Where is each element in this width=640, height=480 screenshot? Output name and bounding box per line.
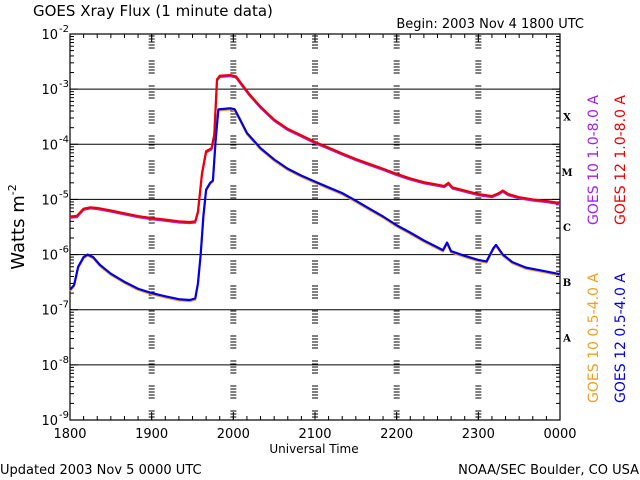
y-tick-label-sup: -5 <box>59 189 69 200</box>
y-axis-label: Watts m-2 <box>6 184 29 269</box>
legend-entry: GOES 10 0.5-4.0 A <box>586 273 602 403</box>
y-tick-label-sup: -4 <box>59 134 69 145</box>
x-tick-labels: 1800 1900 2000 2100 2200 2300 0000 <box>53 427 576 442</box>
flare-class-label: A <box>562 333 571 344</box>
flare-class-labels: A B C M X <box>561 113 572 345</box>
y-tick-label: 10 <box>41 28 58 43</box>
y-tick-label-base: 10 <box>41 414 58 429</box>
x-tick-label: 1900 <box>135 427 168 442</box>
y-tick-label: 10 <box>41 304 58 319</box>
series-lines <box>69 73 561 303</box>
begin-time: Begin: 2003 Nov 4 1800 UTC <box>396 17 584 32</box>
flare-class-label: X <box>563 113 571 124</box>
y-tick-label-base: 10 <box>41 28 58 43</box>
legend-entry: GOES 10 1.0-8.0 A <box>586 95 602 225</box>
y-tick-label-sup: -8 <box>59 355 69 366</box>
legend-entry: GOES 12 1.0-8.0 A <box>613 95 629 225</box>
y-tick-label-sup: -2 <box>59 24 69 35</box>
x-tick-label: 2000 <box>217 427 250 442</box>
x-tick-label: 1800 <box>53 427 86 442</box>
y-tick-label-base: 10 <box>41 193 58 208</box>
x-tick-label: 0000 <box>543 427 576 442</box>
y-tick-label: 10 <box>41 193 58 208</box>
series-line <box>69 73 561 224</box>
credit: NOAA/SEC Boulder, CO USA <box>458 463 639 478</box>
y-tick-label-sup: -6 <box>59 245 69 256</box>
flare-class-label: M <box>561 168 572 179</box>
legend: GOES 10 1.0-8.0 A GOES 12 1.0-8.0 A GOES 1… <box>586 95 629 403</box>
y-tick-label-base: 10 <box>41 138 58 153</box>
series-line-goes10 <box>69 108 561 303</box>
x-tick-label: 2100 <box>298 427 331 442</box>
updated-time: Updated 2003 Nov 5 0000 UTC <box>0 463 202 478</box>
y-tick-label: 10 <box>41 414 58 429</box>
y-tick-label: 10 <box>41 359 58 374</box>
y-tick-label-sup: -3 <box>59 79 69 90</box>
y-tick-labels: 10-910-810-710-610-510-410-310-2 <box>41 24 69 429</box>
y-axis-label-base: Watts m <box>8 195 29 269</box>
x-tick-label: 2300 <box>462 427 495 442</box>
axis-ticks <box>69 33 561 421</box>
x-tick-label: 2200 <box>380 427 413 442</box>
hour-markers <box>148 35 482 418</box>
y-tick-label: 10 <box>41 138 58 153</box>
legend-entry: GOES 12 0.5-4.0 A <box>613 273 629 403</box>
y-tick-label-sup: -7 <box>59 300 69 311</box>
y-axis-label-sup: -2 <box>6 184 19 195</box>
y-tick-label-base: 10 <box>41 249 58 264</box>
x-axis-label: Universal Time <box>269 442 358 456</box>
y-tick-label-sup: -9 <box>59 410 69 421</box>
y-tick-label-base: 10 <box>41 359 58 374</box>
y-tick-label: 10 <box>41 249 58 264</box>
series-line <box>69 107 561 302</box>
y-tick-label: 10 <box>41 83 58 98</box>
flare-class-label: C <box>563 223 571 234</box>
y-tick-label-base: 10 <box>41 83 58 98</box>
flare-class-label: B <box>563 278 571 289</box>
chart-title: GOES Xray Flux (1 minute data) <box>33 2 273 20</box>
y-tick-label-base: 10 <box>41 304 58 319</box>
